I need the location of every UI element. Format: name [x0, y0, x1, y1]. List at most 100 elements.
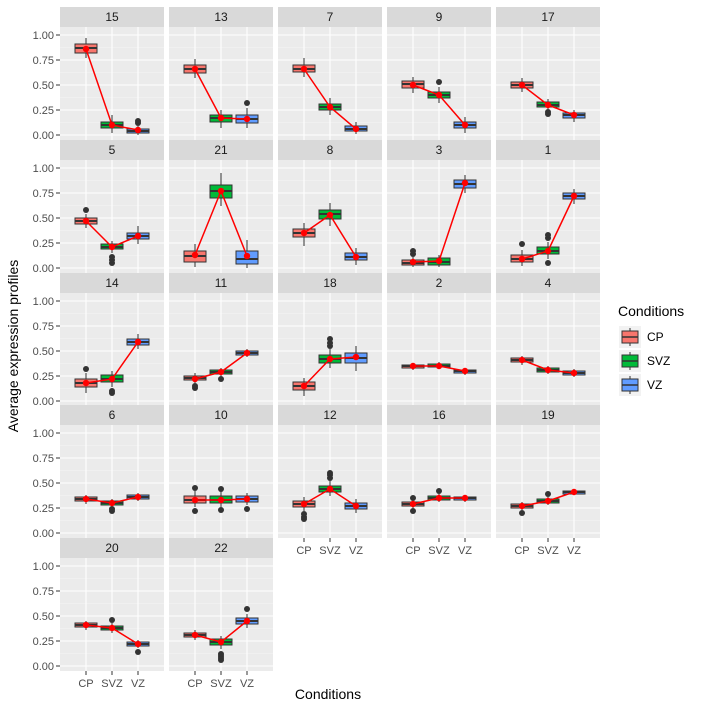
- y-axis: 0.00 0.25 0.50 0.75 1.00: [33, 428, 60, 540]
- legend-label: SVZ: [647, 354, 670, 368]
- facet-strip-label: 13: [214, 10, 228, 24]
- mean-point: [409, 362, 417, 370]
- outlier-point: [410, 248, 416, 254]
- y-tick-label: 0.00: [33, 130, 54, 142]
- mean-point: [352, 502, 360, 510]
- facet-panel-7: 7: [278, 7, 382, 140]
- y-tick-label: 0.25: [33, 636, 54, 648]
- y-axis: 0.00 0.25 0.50 0.75 1.00: [33, 30, 60, 142]
- x-tick-label: VZ: [240, 678, 254, 690]
- mean-point: [461, 367, 469, 375]
- x-tick-label: SVZ: [319, 545, 341, 557]
- facet-panel-9: 9: [387, 7, 491, 140]
- mean-point: [217, 114, 225, 122]
- mean-point: [300, 229, 308, 237]
- facet-strip: [169, 140, 273, 160]
- mean-point: [217, 368, 225, 376]
- facet-strip: [278, 405, 382, 425]
- facet-strip-label: 16: [432, 408, 446, 422]
- x-tick-label: VZ: [131, 678, 145, 690]
- outlier-point: [218, 507, 224, 513]
- facet-strip-label: 15: [105, 10, 119, 24]
- facet-panel-6: 6: [60, 405, 164, 538]
- outlier-point: [244, 100, 250, 106]
- mean-point: [518, 356, 526, 364]
- x-axis-title: Conditions: [295, 686, 361, 702]
- mean-point: [518, 255, 526, 263]
- facet-strip: [60, 140, 164, 160]
- facet-panel-1: 1: [496, 140, 600, 273]
- y-tick-label: 0.75: [33, 321, 54, 333]
- mean-point: [191, 496, 199, 504]
- mean-point: [570, 488, 578, 496]
- facet-panel-20: 20: [60, 538, 164, 671]
- mean-point: [108, 375, 116, 383]
- mean-point: [461, 494, 469, 502]
- y-tick-label: 0.00: [33, 528, 54, 540]
- y-tick-label: 0.50: [33, 478, 54, 490]
- outlier-point: [244, 506, 250, 512]
- mean-point: [82, 621, 90, 629]
- mean-point: [191, 65, 199, 73]
- x-axes: CP SVZ VZ CP SVZ VZ CP SVZ VZ CP SVZ VZ CP SVZ VZ: [78, 538, 581, 690]
- mean-point: [82, 379, 90, 387]
- y-tick-label: 0.25: [33, 105, 54, 117]
- mean-point: [134, 232, 142, 240]
- facet-strip: [387, 7, 491, 27]
- facet-panel-11: 11: [169, 273, 273, 406]
- mean-point: [435, 257, 443, 265]
- x-tick-label: VZ: [349, 545, 363, 557]
- facet-strip: [278, 7, 382, 27]
- legend-item-CP: CP: [619, 326, 664, 348]
- mean-point: [134, 640, 142, 648]
- x-axis: CP SVZ VZ: [514, 538, 581, 557]
- y-tick-label: 1.00: [33, 163, 54, 175]
- x-tick-label: VZ: [458, 545, 472, 557]
- facet-panel-21: 21: [169, 140, 273, 273]
- y-tick-label: 0.25: [33, 238, 54, 250]
- outlier-point: [327, 470, 333, 476]
- y-tick-label: 0.50: [33, 213, 54, 225]
- facet-strip-label: 11: [215, 276, 228, 290]
- facet-panel-12: 12: [278, 405, 382, 538]
- legend: Conditions CP SVZ VZ: [618, 303, 684, 396]
- y-tick-label: 1.00: [33, 30, 54, 42]
- x-tick-label: SVZ: [210, 678, 232, 690]
- y-tick-label: 0.50: [33, 611, 54, 623]
- mean-point: [435, 91, 443, 99]
- mean-point: [134, 126, 142, 134]
- facet-strip: [278, 140, 382, 160]
- y-tick-label: 1.00: [33, 296, 54, 308]
- facet-strip: [60, 7, 164, 27]
- mean-point: [409, 258, 417, 266]
- mean-point: [243, 252, 251, 260]
- facet-panel-22: 22: [169, 538, 273, 671]
- facet-strip-label: 9: [436, 10, 443, 24]
- y-tick-label: 0.25: [33, 503, 54, 515]
- facet-strip-label: 14: [105, 276, 119, 290]
- mean-point: [243, 349, 251, 357]
- facet-strip-label: 8: [327, 143, 334, 157]
- facet-strip-label: 5: [109, 143, 116, 157]
- outlier-point: [83, 207, 89, 213]
- facet-strip-label: 1: [545, 143, 552, 157]
- y-tick-label: 0.50: [33, 346, 54, 358]
- facet-strip: [169, 273, 273, 293]
- mean-point: [544, 247, 552, 255]
- facet-panel-14: 14: [60, 273, 164, 406]
- x-axis: CP SVZ VZ: [405, 538, 472, 557]
- x-tick-label: CP: [187, 678, 202, 690]
- mean-point: [461, 121, 469, 129]
- facet-panel-10: 10: [169, 405, 273, 538]
- outlier-point: [135, 649, 141, 655]
- outlier-point: [545, 260, 551, 266]
- mean-point: [217, 638, 225, 646]
- outlier-point: [327, 336, 333, 342]
- legend-keys: CP SVZ VZ: [619, 326, 670, 396]
- facet-panel-5: 5: [60, 140, 164, 273]
- facet-strip: [496, 405, 600, 425]
- facet-strip: [387, 273, 491, 293]
- facet-strip-label: 17: [541, 10, 555, 24]
- mean-point: [409, 500, 417, 508]
